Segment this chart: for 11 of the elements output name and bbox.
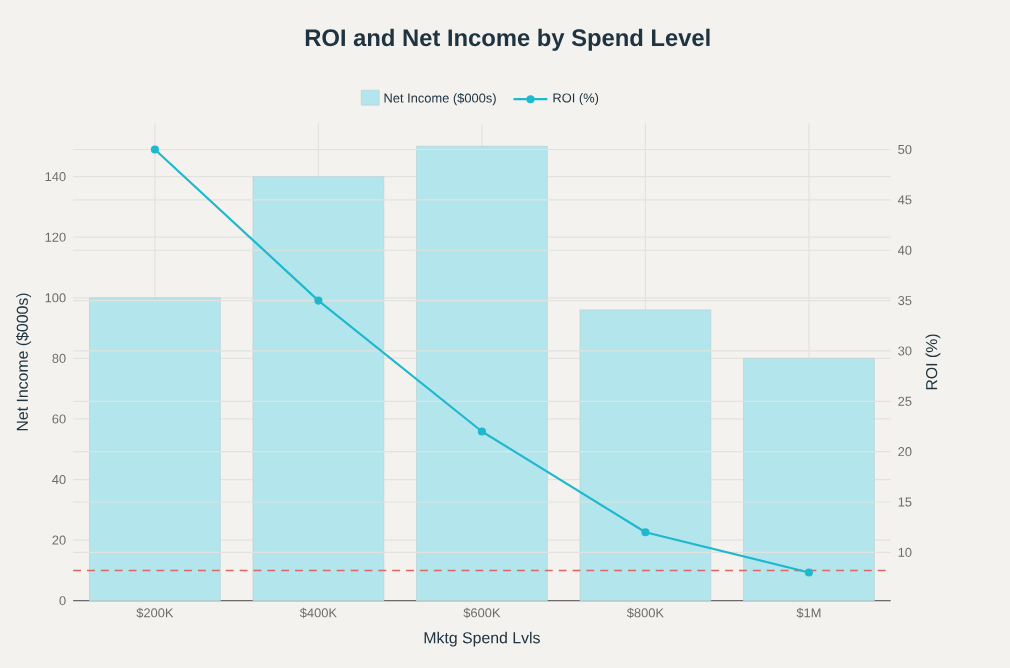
bar [89, 297, 221, 601]
bar [579, 309, 712, 601]
point [477, 427, 486, 436]
point [804, 568, 813, 577]
bar [252, 176, 385, 601]
chart-title: ROI and Net Income by Spend Level [305, 28, 710, 51]
bar [743, 357, 875, 601]
point [314, 296, 323, 305]
point [641, 528, 650, 537]
point [150, 145, 159, 154]
bar [416, 145, 548, 601]
